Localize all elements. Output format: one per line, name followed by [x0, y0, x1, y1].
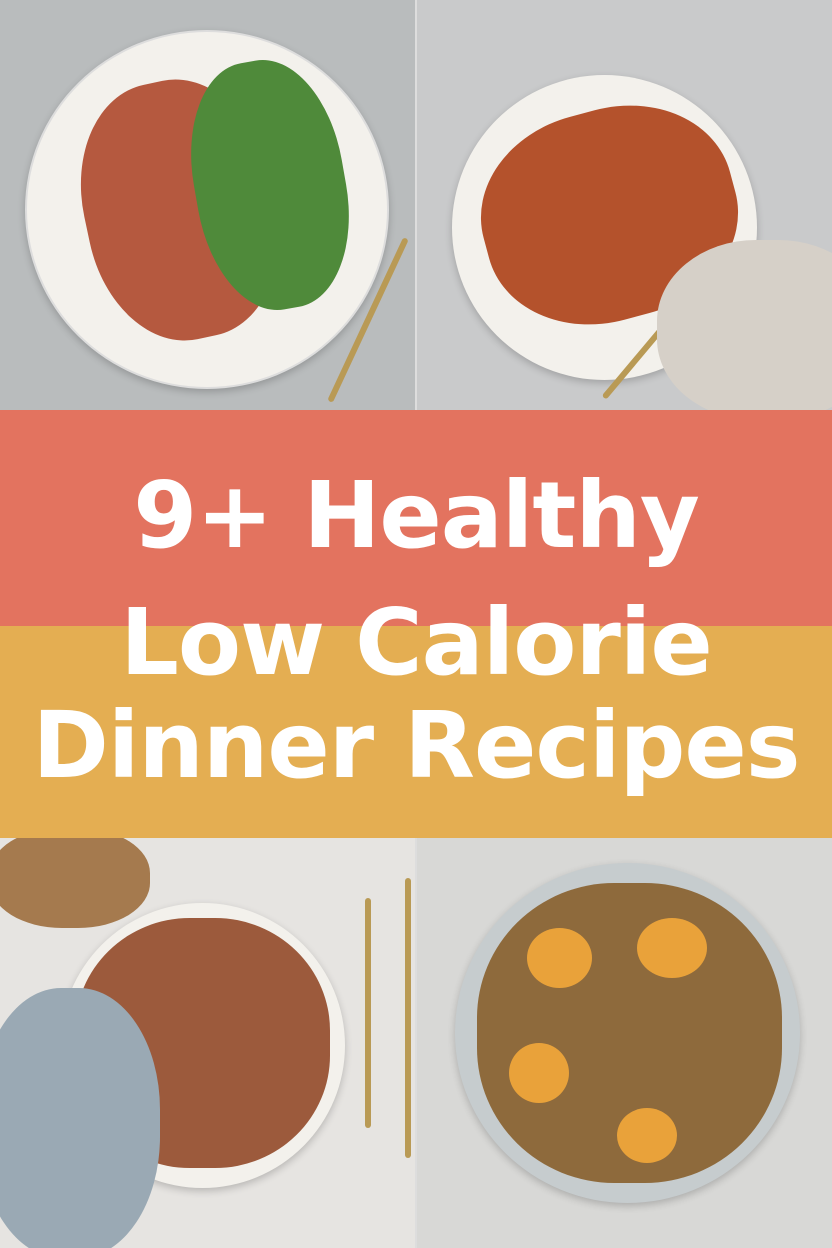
photo-zucchini-bean-bake	[0, 838, 415, 1248]
orange-slice	[617, 1108, 677, 1163]
title-band-top	[0, 410, 832, 626]
title-line-2: Low Calorie	[120, 589, 713, 696]
knife	[405, 878, 411, 1158]
photo-citrus-salad	[417, 838, 832, 1248]
orange-slice	[509, 1043, 569, 1103]
fork	[365, 898, 371, 1128]
nuts-bowl	[0, 838, 150, 928]
napkin	[0, 988, 160, 1248]
title-line-3: Dinner Recipes	[32, 692, 800, 799]
title-band-bottom	[0, 626, 832, 838]
title-line-1: 9+ Healthy	[133, 462, 700, 569]
photo-zucchini-flatbread	[0, 0, 415, 410]
orange-slice	[527, 928, 592, 988]
napkin	[657, 240, 832, 410]
orange-slice	[637, 918, 707, 978]
photo-spiced-fillet	[417, 0, 832, 410]
